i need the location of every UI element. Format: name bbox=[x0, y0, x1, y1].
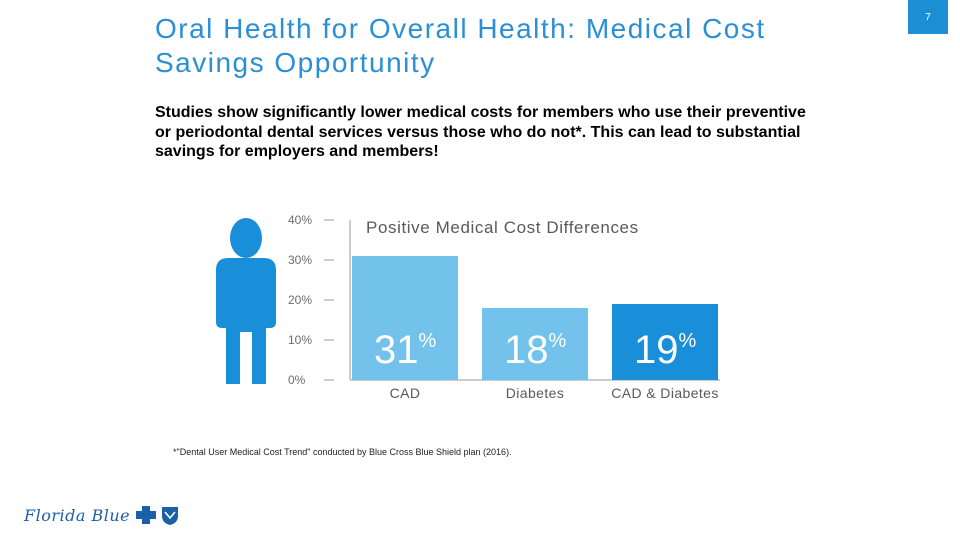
chart-title: Positive Medical Cost Differences bbox=[366, 218, 639, 237]
bar bbox=[482, 308, 588, 380]
y-tick-label: 30% bbox=[288, 253, 312, 267]
category-label: CAD & Diabetes bbox=[611, 385, 719, 401]
bar bbox=[352, 256, 458, 380]
page-number: 7 bbox=[908, 0, 948, 34]
bar-value-label: 19% bbox=[634, 328, 697, 372]
logo-text: Florida Blue bbox=[24, 505, 131, 525]
intro-text: Studies show significantly lower medical… bbox=[155, 104, 806, 160]
florida-blue-logo: Florida Blue bbox=[24, 500, 182, 530]
bar-value-label: 31% bbox=[374, 328, 437, 372]
bar bbox=[612, 304, 718, 380]
y-tick-label: 40% bbox=[288, 213, 312, 227]
y-tick-label: 10% bbox=[288, 333, 312, 347]
person-icon bbox=[216, 218, 276, 384]
y-tick-label: 0% bbox=[288, 373, 306, 387]
y-tick-label: 20% bbox=[288, 293, 312, 307]
category-label: Diabetes bbox=[506, 385, 564, 401]
footnote: *"Dental User Medical Cost Trend" conduc… bbox=[173, 447, 512, 457]
bar-chart: Positive Medical Cost Differences 0% 10% 2… bbox=[216, 213, 720, 401]
category-label: CAD bbox=[390, 385, 421, 401]
slide-title: Oral Health for Overall Health: Medical … bbox=[155, 13, 766, 78]
cross-shield-icon bbox=[136, 506, 179, 525]
bar-value-label: 18% bbox=[504, 328, 567, 372]
